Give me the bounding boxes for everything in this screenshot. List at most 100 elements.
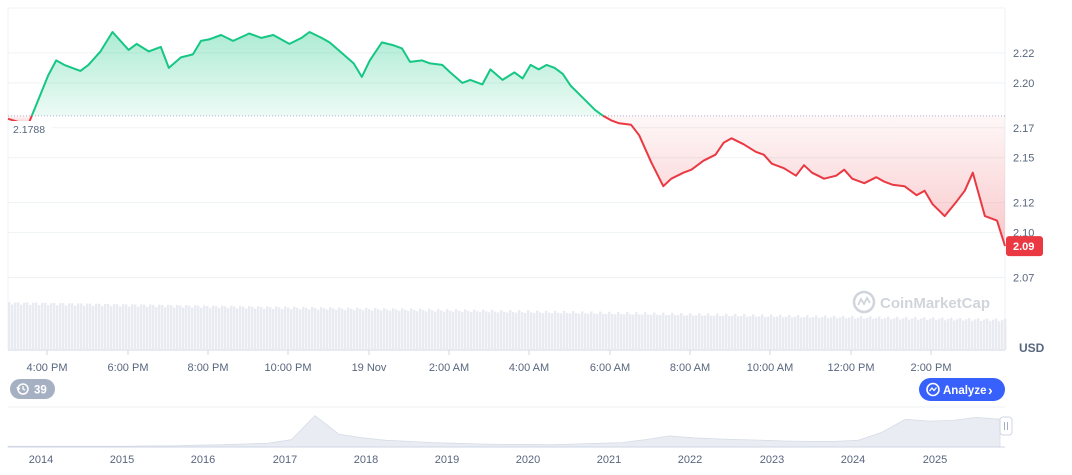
volume-bar: [167, 304, 170, 350]
volume-bar: [626, 312, 629, 350]
volume-bar: [491, 309, 494, 350]
volume-bar: [692, 315, 695, 350]
volume-bar: [488, 312, 491, 350]
volume-bar: [248, 306, 251, 350]
volume-bar: [998, 321, 1001, 350]
y-tick-label: 2.07: [1013, 273, 1034, 285]
volume-bar: [701, 315, 704, 350]
volume-bar: [872, 318, 875, 350]
current-price-tag: 2.09: [1006, 236, 1043, 257]
volume-bar: [473, 309, 476, 350]
volume-bar: [986, 318, 989, 350]
volume-bar: [215, 306, 218, 350]
volume-bar: [149, 304, 152, 350]
volume-bar: [137, 306, 140, 350]
volume-bar: [77, 303, 80, 350]
volume-bar: [608, 311, 611, 350]
volume-bar: [56, 305, 59, 350]
volume-bar: [728, 316, 731, 350]
volume-bar: [983, 319, 986, 350]
volume-bar: [893, 318, 896, 350]
volume-bar: [566, 313, 569, 350]
volume-bar: [533, 312, 536, 350]
volume-bar: [929, 318, 932, 350]
price-area: [8, 32, 1005, 247]
volume-bar: [932, 317, 935, 350]
x-tick-label: 12:00 PM: [827, 362, 874, 374]
volume-bar: [995, 318, 998, 350]
volume-bar: [440, 310, 443, 350]
analyze-button[interactable]: Analyze ›: [919, 378, 1005, 401]
volume-bar: [992, 319, 995, 350]
volume-bar: [290, 309, 293, 350]
overview-year-label: 2014: [29, 454, 53, 466]
volume-bar: [413, 310, 416, 350]
volume-bar: [272, 308, 275, 350]
volume-bar: [548, 312, 551, 350]
overview-year-label: 2025: [923, 454, 947, 466]
volume-bar: [827, 318, 830, 350]
volume-bar: [269, 307, 272, 350]
overview-year-label: 2023: [760, 454, 784, 466]
volume-bar: [914, 317, 917, 350]
volume-bar: [662, 312, 665, 350]
coinmarketcap-watermark: CoinMarketCap: [852, 290, 990, 314]
volume-bar: [185, 305, 188, 350]
history-button[interactable]: 39: [10, 379, 55, 399]
volume-bar: [917, 319, 920, 350]
volume-bars: [8, 302, 1007, 350]
volume-bar: [362, 310, 365, 350]
volume-bar: [575, 313, 578, 350]
volume-bar: [560, 313, 563, 350]
volume-bar: [563, 310, 566, 350]
area-below-baseline: [603, 115, 1005, 247]
volume-bar: [821, 317, 824, 350]
watermark-text: CoinMarketCap: [880, 295, 990, 312]
volume-bar: [521, 312, 524, 350]
volume-bar: [398, 310, 401, 350]
volume-bar: [482, 309, 485, 350]
volume-bar: [188, 305, 191, 350]
volume-bar: [845, 318, 848, 350]
volume-bar: [452, 311, 455, 350]
volume-bar: [86, 303, 89, 350]
volume-bar: [443, 311, 446, 350]
volume-bar: [434, 311, 437, 350]
overview-x-axis: 2014 2015 2016 2017 2018 2019 2020 2021 2022 2023…: [29, 454, 947, 466]
volume-bar: [8, 302, 11, 350]
volume-bar: [467, 311, 470, 350]
volume-bar: [824, 315, 827, 350]
volume-bar: [677, 315, 680, 350]
volume-bar: [725, 313, 728, 350]
volume-bar: [683, 315, 686, 350]
volume-bar: [68, 303, 71, 350]
volume-bar: [377, 309, 380, 350]
volume-bar: [593, 313, 596, 350]
volume-bar: [965, 319, 968, 350]
volume-bar: [38, 305, 41, 350]
volume-bar: [416, 311, 419, 350]
volume-bar: [476, 311, 479, 350]
volume-bar: [356, 307, 359, 350]
x-tick-label: 2:00 PM: [911, 362, 952, 374]
volume-bar: [539, 312, 542, 350]
overview-navigator[interactable]: [7, 406, 1013, 448]
volume-bar: [887, 316, 890, 350]
volume-bar: [800, 317, 803, 350]
volume-bar: [788, 314, 791, 350]
volume-bar: [926, 319, 929, 350]
volume-bar: [545, 310, 548, 350]
volume-bar: [944, 320, 947, 350]
volume-bar: [1001, 319, 1004, 350]
volume-bar: [905, 316, 908, 350]
overview-handle-icon[interactable]: [999, 416, 1013, 436]
volume-bar: [446, 309, 449, 350]
volume-bar: [812, 317, 815, 350]
volume-bar: [209, 307, 212, 350]
volume-bar: [302, 306, 305, 350]
volume-bar: [755, 316, 758, 350]
volume-bar: [962, 320, 965, 350]
volume-bar: [656, 314, 659, 350]
volume-bar: [941, 317, 944, 350]
